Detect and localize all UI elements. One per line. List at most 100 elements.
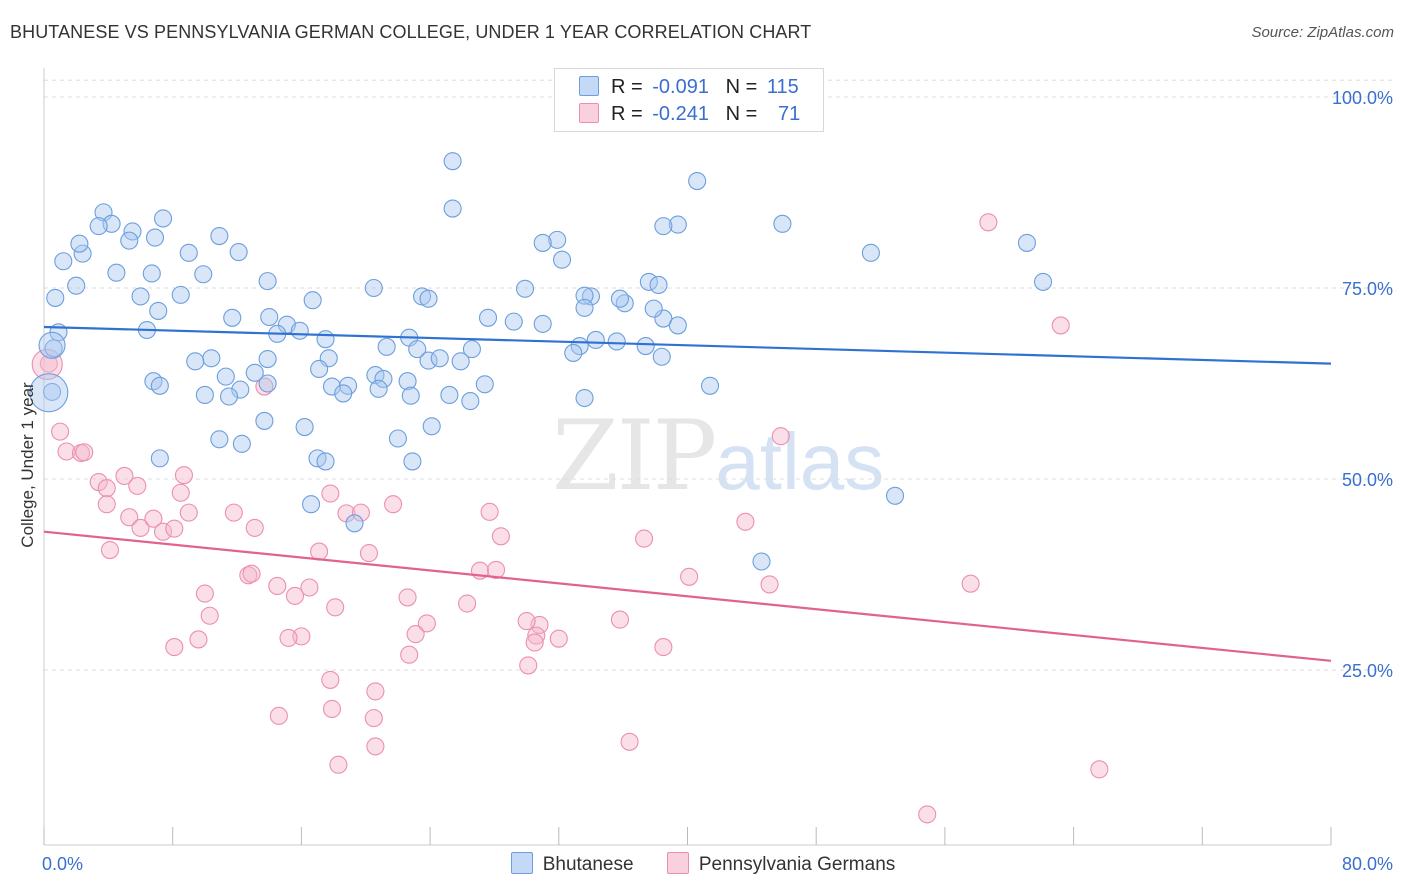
data-point (403, 452, 422, 471)
data-point (195, 385, 214, 405)
data-point (231, 380, 250, 399)
data-point (419, 351, 438, 370)
data-point (232, 434, 251, 453)
correlation-legend: R = -0.091 N = 115 R = -0.241 N = 71 (554, 68, 824, 132)
data-point (1033, 272, 1053, 291)
data-point (771, 427, 790, 446)
data-point (310, 359, 329, 379)
data-point (51, 422, 70, 441)
data-point (680, 567, 699, 586)
data-point (153, 209, 173, 228)
data-point (269, 706, 288, 725)
data-point (374, 369, 393, 388)
data-point (67, 276, 86, 295)
data-point (654, 309, 673, 328)
data-point (635, 529, 654, 548)
data-point (1017, 233, 1036, 252)
data-point (644, 299, 663, 318)
legend-item-pennsylvania-germans: Pennsylvania Germans (666, 852, 895, 876)
data-point (100, 541, 120, 560)
y-tick-label: 25.0% (1342, 661, 1393, 681)
data-point (149, 301, 168, 320)
data-point (366, 737, 385, 756)
data-point (668, 316, 687, 335)
legend-swatch-blue (510, 852, 533, 874)
data-point (480, 502, 499, 521)
data-point (462, 340, 481, 359)
legend-row-bhutanese: R = -0.091 N = 115 (579, 76, 799, 100)
data-point (131, 287, 150, 306)
x-tick-label: 80.0% (1342, 854, 1393, 874)
tick-labels: 25.0% 50.0% 75.0% 100.0% 0.0% 80.0% (42, 88, 1393, 874)
trend-lines (43, 325, 1332, 662)
data-point (451, 352, 470, 371)
data-point (316, 330, 335, 349)
n-label: N = (725, 76, 758, 98)
data-point (258, 374, 277, 393)
data-point (422, 417, 441, 436)
n-label: N = (725, 103, 758, 125)
legend-swatch-pink (579, 103, 599, 123)
series-pennsylvania-germans (31, 213, 1109, 824)
data-point (607, 332, 626, 351)
data-point (359, 544, 379, 563)
data-point (321, 670, 340, 689)
source-credit: Source: ZipAtlas.com (1251, 24, 1394, 41)
data-point (46, 288, 65, 307)
chart-title: BHUTANESE VS PENNSYLVANIA GERMAN COLLEGE… (10, 22, 812, 42)
r-label: R = (611, 103, 643, 125)
data-point (581, 287, 601, 306)
data-point (525, 633, 544, 652)
data-point (150, 376, 169, 395)
data-point (258, 272, 277, 291)
data-point (575, 388, 594, 408)
data-point (42, 382, 62, 401)
data-point (310, 542, 329, 561)
data-point (171, 285, 190, 304)
data-point (89, 217, 108, 236)
data-point (144, 509, 163, 528)
data-point (44, 339, 63, 358)
data-point (295, 417, 314, 437)
data-point (73, 244, 92, 263)
data-point (150, 449, 169, 468)
data-point (165, 638, 184, 657)
data-point (961, 574, 980, 593)
data-point (610, 610, 629, 629)
data-point (120, 508, 139, 527)
data-point (260, 307, 279, 327)
data-point (519, 656, 538, 675)
data-point (649, 275, 668, 294)
data-point (461, 392, 480, 411)
data-point (351, 503, 370, 522)
data-point (752, 552, 771, 571)
data-point (377, 337, 396, 356)
data-point (165, 519, 184, 538)
data-point (688, 171, 707, 191)
data-point (334, 384, 353, 403)
data-point (54, 252, 73, 271)
data-point (223, 308, 242, 327)
data-point (504, 312, 523, 331)
data-point (700, 376, 720, 395)
data-point (279, 628, 298, 647)
r-label: R = (611, 76, 643, 98)
data-point (369, 379, 388, 398)
data-point (654, 638, 673, 657)
y-tick-label: 50.0% (1342, 470, 1393, 490)
data-point (408, 340, 427, 359)
data-point (200, 606, 219, 625)
axes (43, 68, 1332, 846)
data-point (458, 594, 477, 613)
data-point (131, 518, 150, 537)
data-point (107, 263, 126, 282)
data-point (144, 372, 163, 391)
data-point (128, 476, 147, 495)
data-point (668, 215, 687, 234)
series-legend: Bhutanese Pennsylvania Germans (0, 852, 1406, 876)
data-point (142, 264, 161, 283)
data-point (398, 588, 417, 607)
legend-swatch-blue (579, 76, 599, 96)
legend-label: Bhutanese (542, 854, 634, 875)
data-point (322, 699, 342, 719)
